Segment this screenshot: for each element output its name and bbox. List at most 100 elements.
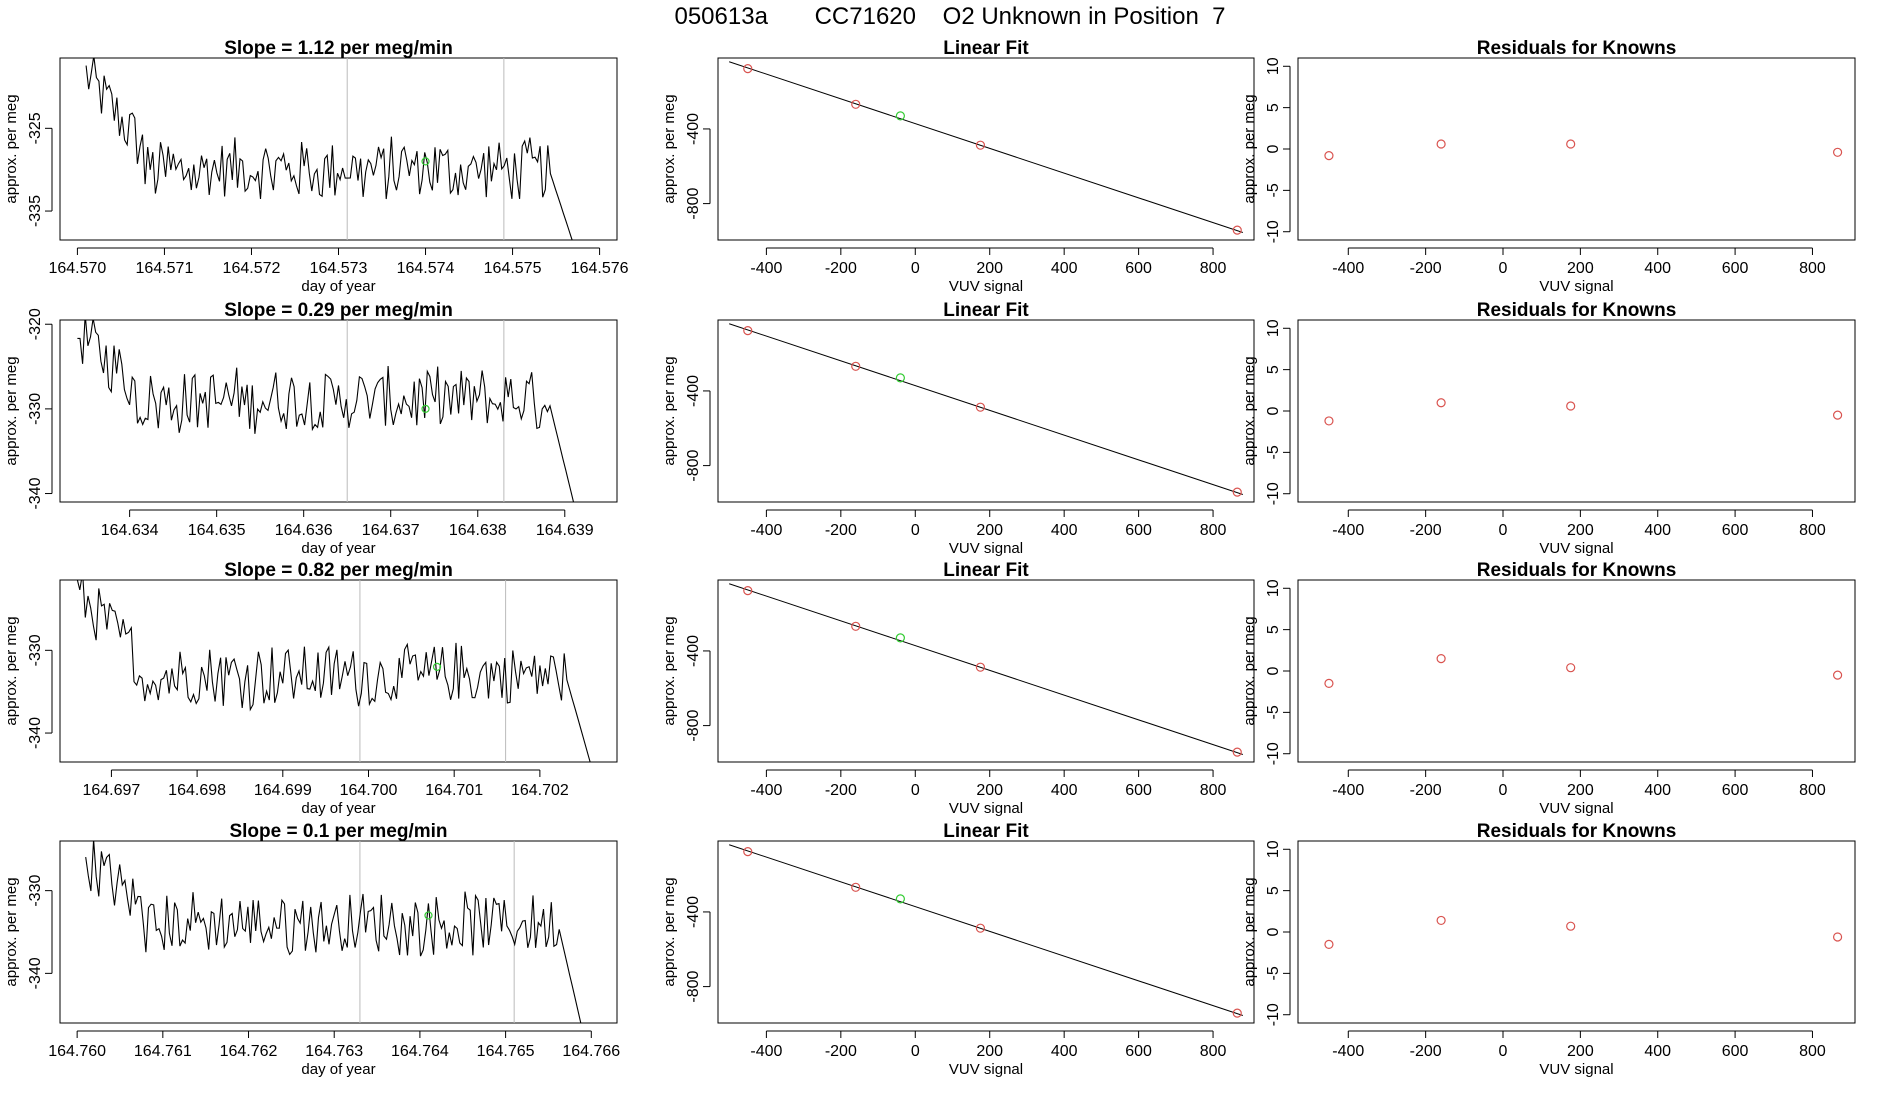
x-tick-label: 0 (1499, 260, 1508, 277)
panel-ts3: Slope = 0.82 per meg/min 164.697 164.698 16… (3, 560, 618, 817)
y-tick-label: -400 (685, 113, 702, 145)
x-tick-label: -200 (825, 522, 857, 539)
unknown-marker (421, 404, 430, 413)
y-axis-label: approx. per meg (1241, 616, 1258, 725)
x-axis-label: VUV signal (949, 800, 1023, 817)
y-tick-label: -5 (1265, 966, 1282, 980)
x-tick-label: 600 (1125, 782, 1152, 799)
x-tick-label: 164.634 (101, 522, 159, 539)
x-tick-label: 200 (1567, 260, 1594, 277)
known-point (743, 326, 753, 336)
x-axis-label: VUV signal (949, 540, 1023, 557)
x-tick-label: 200 (1567, 522, 1594, 539)
known-point (851, 621, 861, 631)
x-tick-label: 400 (1644, 260, 1671, 277)
data-series-line (85, 841, 582, 1023)
plot-frame (1297, 319, 1856, 503)
plot-area (729, 323, 1243, 497)
x-tick-label: 0 (911, 1043, 920, 1060)
y-tick-label: -400 (685, 375, 702, 407)
y-tick-label: 5 (1265, 886, 1282, 895)
x-tick-label: 164.761 (134, 1043, 192, 1060)
x-tick-label: 164.572 (223, 260, 281, 277)
x-tick-label: -400 (750, 260, 782, 277)
known-point (1232, 225, 1242, 235)
x-tick-label: -400 (750, 1043, 782, 1060)
panel-ts2: Slope = 0.29 per meg/min 164.634 164.635 16… (3, 300, 618, 557)
x-tick-label: 164.635 (188, 522, 246, 539)
x-tick-label: 400 (1051, 1043, 1078, 1060)
unknown-marker (424, 911, 433, 920)
known-point (1832, 670, 1843, 680)
y-axis-label: approx. per meg (1241, 94, 1258, 203)
x-tick-label: 164.762 (220, 1043, 278, 1060)
panel-title: Residuals for Knowns (1477, 821, 1677, 842)
panel-title: Linear Fit (943, 38, 1029, 59)
y-axis-label: approx. per meg (3, 877, 20, 986)
panel-res1: Residuals for Knowns -400 -200 0 200 400 600 80… (1241, 38, 1856, 295)
x-tick-label: 164.638 (449, 522, 507, 539)
x-axis-label: day of year (301, 1061, 375, 1078)
y-tick-label: -10 (1265, 742, 1282, 765)
plot-area (1324, 398, 1843, 426)
x-tick-label: 600 (1722, 260, 1749, 277)
x-tick-label: 800 (1200, 522, 1227, 539)
x-axis-label: VUV signal (1539, 278, 1613, 295)
plot-area (77, 320, 575, 502)
x-tick-label: 400 (1051, 782, 1078, 799)
y-tick-label: 5 (1265, 625, 1282, 634)
x-tick-label: 200 (976, 782, 1003, 799)
x-tick-label: 200 (1567, 1043, 1594, 1060)
y-tick-label: -10 (1265, 220, 1282, 243)
y-tick-label: -330 (27, 875, 44, 907)
x-tick-label: 164.639 (536, 522, 594, 539)
x-tick-label: 600 (1722, 522, 1749, 539)
panel-ts1: Slope = 1.12 per meg/min 164.570 164.571 16… (3, 38, 629, 295)
y-tick-label: -340 (27, 717, 44, 749)
known-point (975, 140, 986, 150)
x-tick-label: 200 (976, 260, 1003, 277)
x-tick-label: 400 (1051, 522, 1078, 539)
x-tick-label: 800 (1799, 1043, 1826, 1060)
x-tick-label: 0 (911, 522, 920, 539)
fit-line (729, 323, 1243, 496)
x-tick-label: 164.698 (168, 782, 226, 799)
y-tick-label: 10 (1265, 319, 1282, 337)
x-tick-label: 164.570 (48, 260, 106, 277)
x-axis-label: VUV signal (1539, 800, 1613, 817)
y-tick-label: -800 (685, 709, 702, 741)
panel-title: Linear Fit (943, 560, 1029, 581)
y-tick-label: -5 (1265, 705, 1282, 719)
x-tick-label: 600 (1125, 1043, 1152, 1060)
x-axis-label: VUV signal (949, 278, 1023, 295)
known-point (1832, 932, 1843, 942)
panel-ts4: Slope = 0.1 per meg/min 164.760 164.761 164… (3, 821, 620, 1078)
x-axis-label: VUV signal (949, 1061, 1023, 1078)
x-axis-label: VUV signal (1539, 540, 1613, 557)
x-tick-label: -200 (825, 782, 857, 799)
x-axis-label: VUV signal (1539, 1061, 1613, 1078)
x-tick-label: 164.765 (477, 1043, 535, 1060)
known-point (1436, 398, 1446, 408)
plot-area (1324, 915, 1843, 950)
y-tick-label: 10 (1265, 840, 1282, 858)
x-tick-label: 164.575 (484, 260, 542, 277)
known-point (1566, 663, 1576, 673)
y-axis-label: approx. per meg (661, 877, 678, 986)
known-point (975, 923, 986, 933)
x-tick-label: 0 (1499, 1043, 1508, 1060)
y-tick-label: -325 (27, 112, 44, 144)
known-point (743, 586, 753, 596)
x-axis-label: day of year (301, 540, 375, 557)
plot-area (1324, 139, 1843, 161)
x-axis-label: day of year (301, 800, 375, 817)
panel-fit4: Linear Fit -400 -200 0 200 400 600 800 VUV signa… (661, 821, 1255, 1078)
plot-area (76, 580, 591, 762)
known-point (1232, 747, 1242, 757)
x-tick-label: 164.571 (136, 260, 194, 277)
x-tick-label: 800 (1200, 782, 1227, 799)
y-tick-label: -10 (1265, 1003, 1282, 1026)
unknown-marker (421, 157, 430, 166)
x-tick-label: -200 (825, 260, 857, 277)
y-axis-label: approx. per meg (3, 94, 20, 203)
